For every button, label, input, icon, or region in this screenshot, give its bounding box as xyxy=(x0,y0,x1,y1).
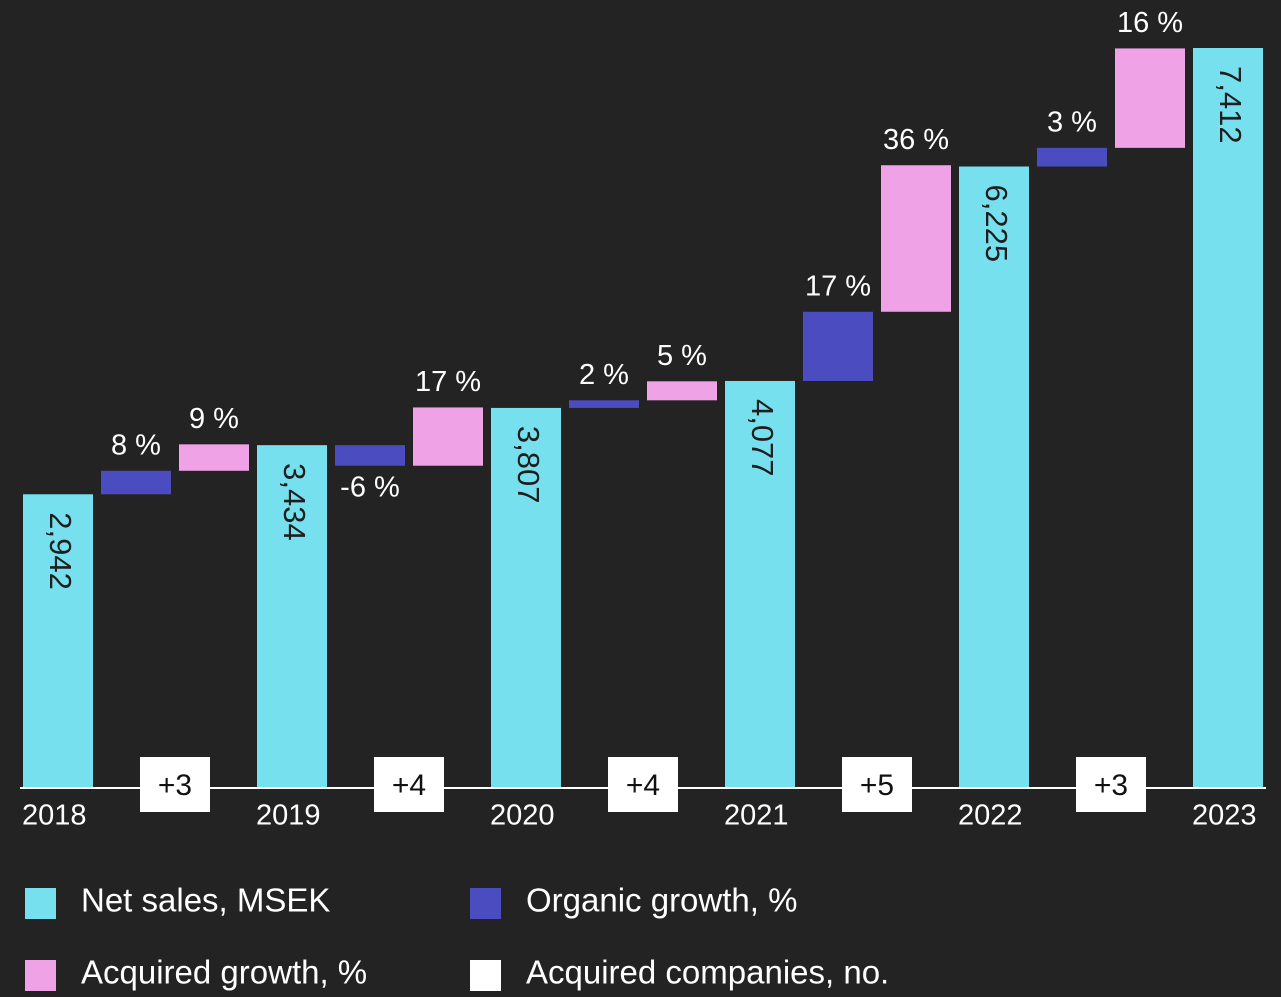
net-sales-label: 6,225 xyxy=(979,185,1014,263)
organic-growth-bar xyxy=(101,470,171,495)
organic-growth-bar xyxy=(569,400,639,408)
acquired-growth-bar xyxy=(179,444,249,471)
legend-swatch xyxy=(470,888,501,919)
net-sales-label: 2,942 xyxy=(43,512,78,590)
acquired-companies-label: +3 xyxy=(1094,769,1128,802)
acquired-companies-label: +4 xyxy=(392,769,426,802)
organic-growth-label: 17 % xyxy=(805,270,871,302)
acquired-companies-label: +3 xyxy=(158,769,192,802)
acquired-growth-bar xyxy=(413,407,483,466)
organic-growth-label: -6 % xyxy=(340,471,400,503)
organic-growth-label: 2 % xyxy=(579,359,629,391)
x-tick-label: 2019 xyxy=(256,800,321,832)
x-tick-label: 2023 xyxy=(1192,800,1257,832)
organic-growth-label: 8 % xyxy=(111,429,161,461)
net-sales-bar xyxy=(959,166,1029,789)
legend-label: Acquired companies, no. xyxy=(526,954,889,991)
net-sales-label: 3,434 xyxy=(277,463,312,541)
legend-swatch xyxy=(25,960,56,991)
acquired-companies-box xyxy=(1076,757,1146,812)
organic-growth-bar xyxy=(1037,147,1107,167)
x-tick-label: 2020 xyxy=(490,800,555,832)
acquired-growth-label: 5 % xyxy=(657,340,707,372)
legend-swatch xyxy=(25,888,56,919)
acquired-companies-label: +4 xyxy=(626,769,660,802)
net-sales-bar xyxy=(725,380,795,788)
net-sales-bar xyxy=(257,445,327,788)
acquired-companies-box xyxy=(608,757,678,812)
legend-swatch xyxy=(470,960,501,991)
net-sales-label: 7,412 xyxy=(1213,66,1248,144)
acquired-companies-box xyxy=(374,757,444,812)
acquired-companies-box xyxy=(842,757,912,812)
legend-label: Net sales, MSEK xyxy=(81,882,330,919)
acquired-growth-label: 16 % xyxy=(1117,7,1183,39)
organic-growth-bar xyxy=(803,311,873,381)
acquired-growth-bar xyxy=(647,381,717,401)
acquired-companies-box xyxy=(140,757,210,812)
acquired-growth-label: 36 % xyxy=(883,124,949,156)
net-sales-label: 4,077 xyxy=(745,399,780,477)
x-tick-label: 2021 xyxy=(724,800,789,832)
acquired-growth-label: 9 % xyxy=(189,403,239,435)
net-sales-bar xyxy=(23,494,93,788)
acquired-growth-label: 17 % xyxy=(415,366,481,398)
acquired-companies-label: +5 xyxy=(860,769,894,802)
organic-growth-bar xyxy=(335,445,405,466)
x-tick-label: 2018 xyxy=(22,800,87,832)
acquired-growth-bar xyxy=(881,165,951,312)
net-sales-bar xyxy=(491,407,561,788)
legend-label: Organic growth, % xyxy=(526,882,797,919)
organic-growth-label: 3 % xyxy=(1047,107,1097,139)
net-sales-bar xyxy=(1193,48,1263,788)
acquired-growth-bar xyxy=(1115,48,1185,148)
legend-label: Acquired growth, % xyxy=(81,954,367,991)
x-tick-label: 2022 xyxy=(958,800,1023,832)
net-sales-label: 3,807 xyxy=(511,426,546,504)
